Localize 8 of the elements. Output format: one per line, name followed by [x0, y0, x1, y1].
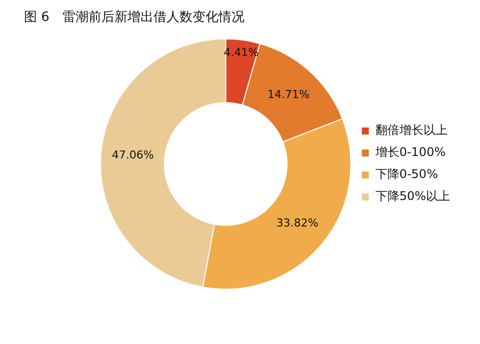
legend-label: 增长0-100%: [374, 145, 446, 160]
data-label: 33.82%: [276, 216, 318, 230]
legend-label: 翻倍增长以上: [375, 123, 448, 138]
data-label: 14.71%: [268, 88, 310, 101]
data-label: 47.06%: [112, 148, 154, 162]
legend-label: 下降50%以上: [375, 189, 450, 204]
chart-title: 图 6 雷潮前后新增出借人数变化情况: [24, 9, 244, 26]
legend-label: 下降0-50%: [375, 167, 438, 182]
